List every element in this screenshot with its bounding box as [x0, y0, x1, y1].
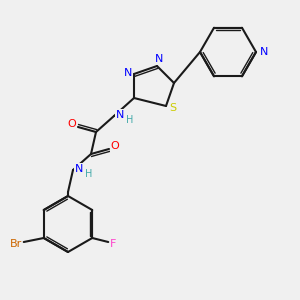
Text: Br: Br: [10, 239, 22, 249]
Text: F: F: [110, 239, 116, 249]
Text: N: N: [260, 47, 268, 57]
Text: N: N: [75, 164, 83, 174]
Text: H: H: [126, 115, 134, 125]
Text: N: N: [116, 110, 124, 120]
Text: N: N: [155, 54, 163, 64]
Text: H: H: [85, 169, 93, 179]
Text: O: O: [111, 141, 119, 151]
Text: S: S: [169, 103, 177, 113]
Text: N: N: [124, 68, 132, 78]
Text: O: O: [68, 119, 76, 129]
